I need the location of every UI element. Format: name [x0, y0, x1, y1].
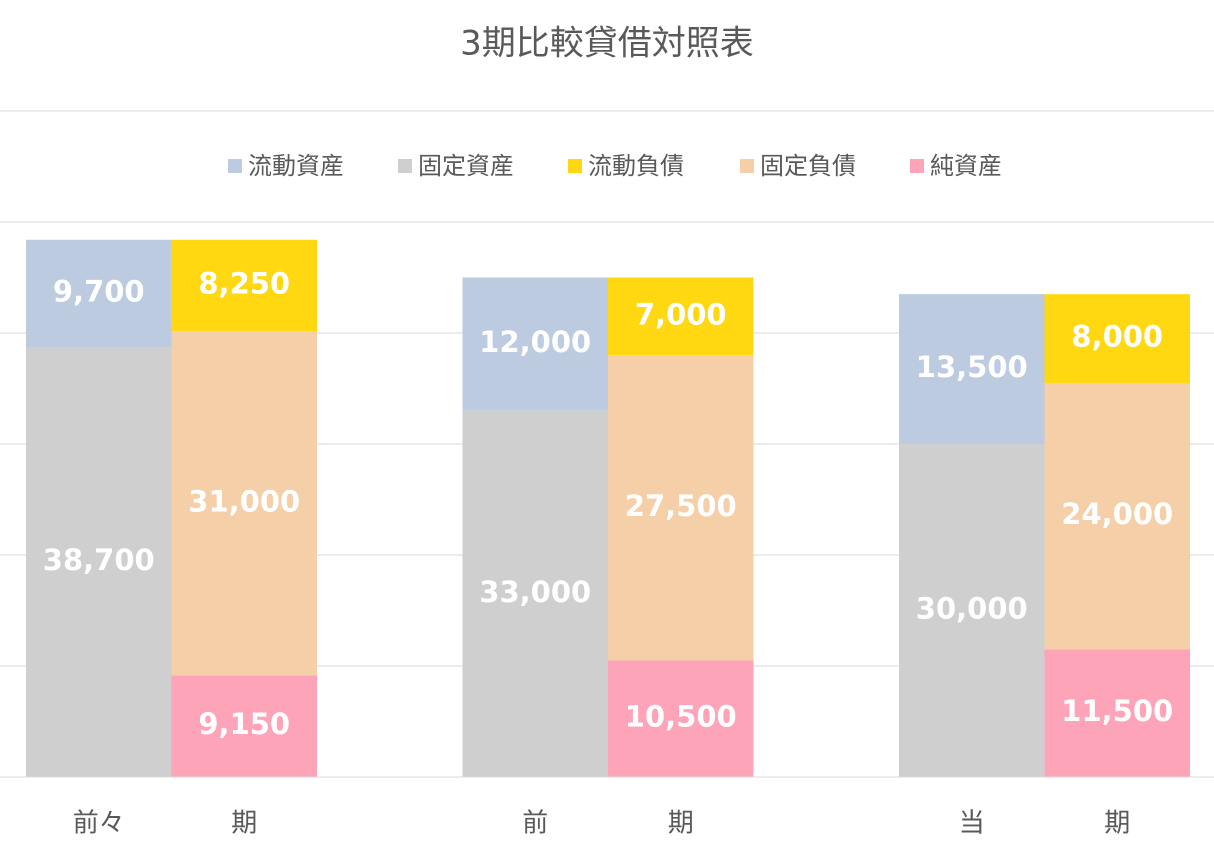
- bar-segment: [1044, 382, 1190, 650]
- bar-segment: [462, 410, 608, 777]
- data-label: 11,500: [1061, 694, 1173, 728]
- x-tick-label: 前: [522, 809, 548, 839]
- data-label: 8,250: [198, 267, 290, 301]
- legend-swatch: [228, 159, 242, 173]
- legend-label: 純資産: [930, 152, 1002, 180]
- legend-label: 流動資産: [248, 152, 344, 180]
- data-label: 8,000: [1071, 320, 1163, 354]
- data-label: 10,500: [625, 700, 737, 734]
- legend-label: 固定負債: [760, 152, 856, 180]
- bar-segment: [899, 444, 1045, 777]
- bar-segment: [899, 294, 1045, 444]
- bar-segment: [171, 239, 317, 332]
- x-tick-label: 前々: [73, 809, 125, 839]
- data-label: 9,150: [198, 707, 290, 741]
- bar-segment: [462, 277, 608, 411]
- bar-segment: [171, 331, 317, 676]
- data-label: 7,000: [635, 297, 727, 331]
- bar-segment: [1044, 649, 1190, 777]
- bar-segment: [26, 347, 172, 777]
- bar-segment: [171, 675, 317, 777]
- data-label: 9,700: [53, 275, 145, 309]
- x-tick-label: 期: [1104, 809, 1130, 839]
- data-label: 12,000: [479, 325, 591, 359]
- x-tick-label: 期: [231, 809, 257, 839]
- data-label: 27,500: [625, 489, 737, 523]
- legend-swatch: [740, 159, 754, 173]
- chart-title: 3期比較貸借対照表: [460, 24, 754, 64]
- bar-segment: [608, 660, 754, 777]
- legend-swatch: [398, 159, 412, 173]
- data-label: 30,000: [916, 592, 1028, 626]
- data-label: 38,700: [43, 543, 155, 577]
- legend-label: 流動負債: [588, 152, 684, 180]
- bar-segment: [608, 277, 754, 356]
- data-label: 33,000: [479, 575, 591, 609]
- legend-swatch: [910, 159, 924, 173]
- bar-segment: [608, 355, 754, 661]
- x-tick-label: 期: [668, 809, 694, 839]
- bar-segment: [26, 239, 172, 348]
- data-label: 31,000: [188, 484, 300, 518]
- legend-swatch: [568, 159, 582, 173]
- x-tick-label: 当: [959, 809, 985, 839]
- legend-label: 固定資産: [418, 152, 514, 180]
- bar-segment: [1044, 294, 1190, 383]
- data-label: 13,500: [916, 350, 1028, 384]
- data-label: 24,000: [1061, 497, 1173, 531]
